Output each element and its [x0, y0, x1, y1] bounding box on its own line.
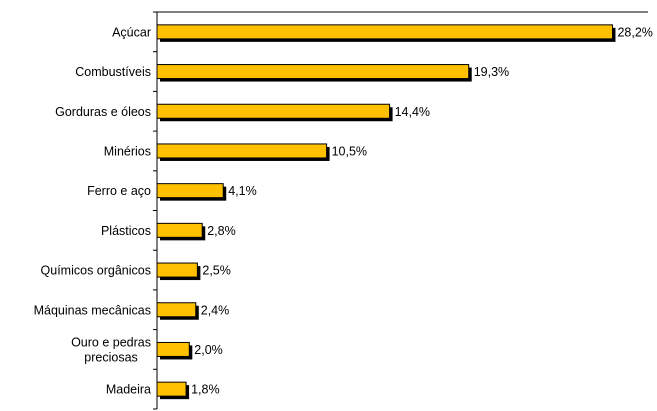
value-label: 28,2%: [617, 25, 652, 39]
category-label: Gorduras e óleos: [55, 105, 151, 119]
value-labels: 28,2% 19,3% 14,4% 10,5% 4,1% 2,8% 2,5% 2,4% 2,0%…: [191, 25, 653, 396]
category-label: Químicos orgânicos: [41, 264, 151, 278]
value-label: 19,3%: [474, 65, 509, 79]
category-label: Plásticos: [101, 224, 151, 238]
bars-group: [156, 24, 616, 400]
value-label: 2,4%: [201, 303, 230, 317]
category-label: Ouro e pedras preciosas: [71, 335, 151, 364]
bar: [156, 183, 224, 199]
value-label: 1,8%: [191, 383, 220, 397]
category-labels: Açúcar Combustíveis Gorduras e óleos Minéri…: [34, 25, 151, 396]
category-label: Máquinas mecânicas: [34, 303, 151, 317]
bar: [156, 302, 197, 318]
bar: [156, 143, 328, 159]
bar: [156, 103, 391, 119]
bar: [156, 262, 198, 278]
value-label: 14,4%: [395, 105, 430, 119]
value-label: 10,5%: [332, 144, 367, 158]
bar: [156, 381, 187, 397]
bar: [156, 64, 470, 80]
value-label: 2,8%: [207, 224, 236, 238]
category-label: Ferro e aço: [87, 184, 151, 198]
bar: [156, 222, 203, 238]
category-label: Minérios: [104, 144, 151, 158]
value-label: 2,0%: [194, 343, 223, 357]
category-label: Madeira: [106, 383, 151, 397]
value-label: 2,5%: [202, 264, 231, 278]
category-label: Combustíveis: [75, 65, 151, 79]
y-axis-ticks: [153, 11, 157, 410]
value-label: 4,1%: [228, 184, 257, 198]
category-label: Açúcar: [112, 25, 151, 39]
bar: [156, 24, 613, 40]
bar: [156, 341, 190, 357]
